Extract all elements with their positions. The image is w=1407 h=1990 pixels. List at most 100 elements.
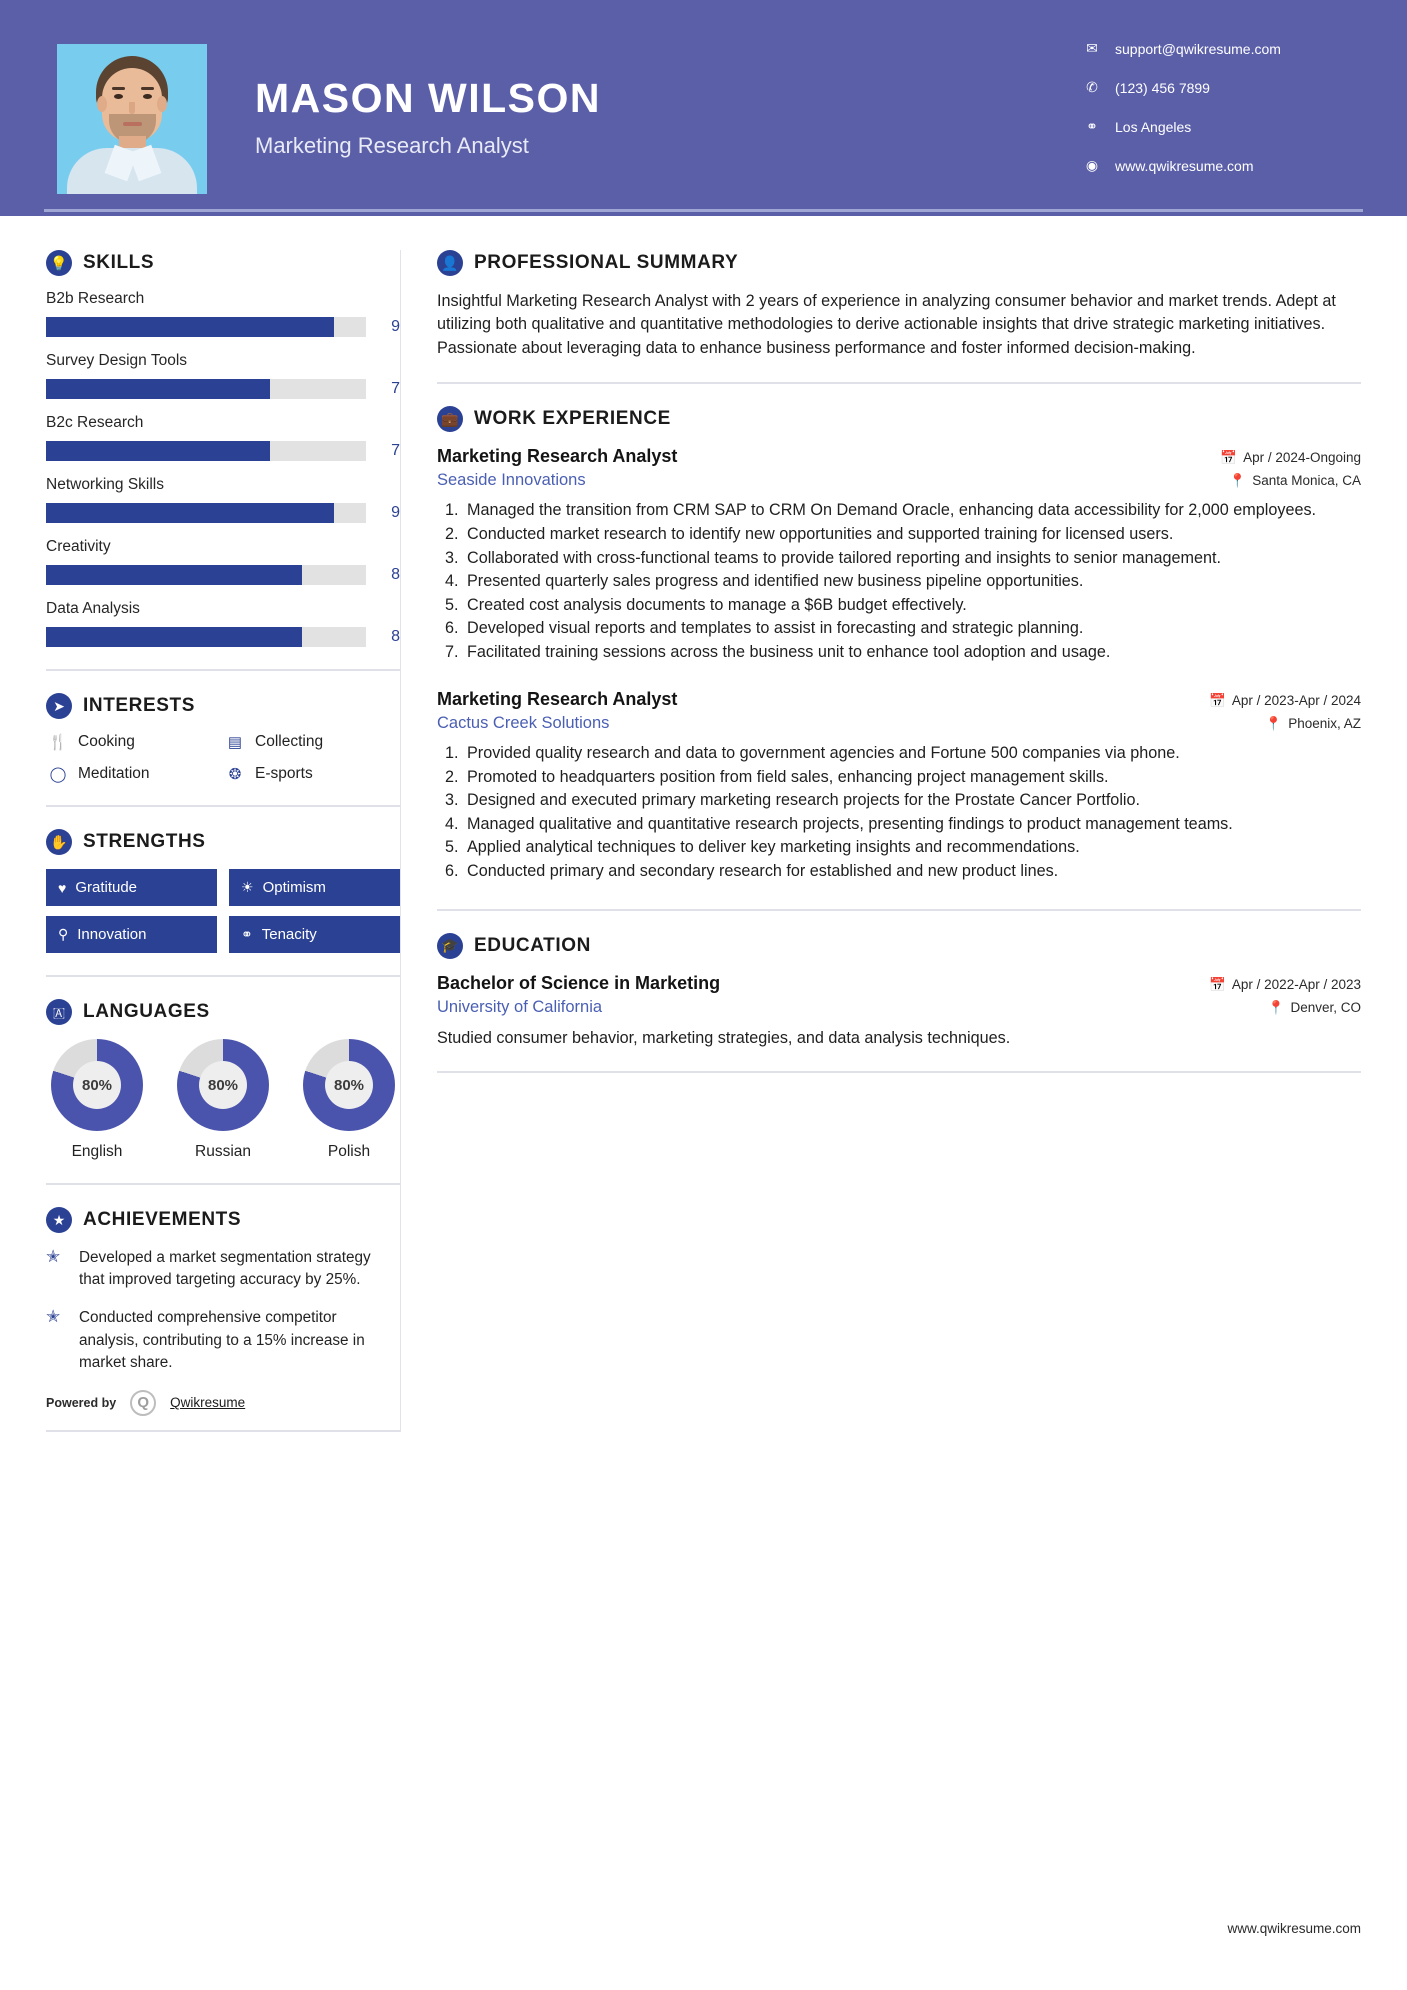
job-bullet: Promoted to headquarters position from f… [463,767,1361,789]
contact-email[interactable]: ✉ support@qwikresume.com [1081,40,1351,57]
job-bullet: Managed the transition from CRM SAP to C… [463,500,1361,522]
location-pin-icon: 📍 [1267,999,1285,1015]
section-title-interests: INTERESTS [83,695,196,716]
globe-icon: ◉ [1085,157,1099,173]
interests-list: 🍴 Cooking ▤ Collecting ◯ Meditation ❂ E-… [46,733,400,783]
skill-name: Creativity [46,538,111,555]
education-list: Bachelor of Science in Marketing 📅 Apr / … [437,973,1361,1050]
strength-chip: ♥ Gratitude [46,869,217,906]
fist-icon: ✋ [46,829,72,855]
school-name: University of California [437,997,603,1016]
job-bullet: Developed visual reports and templates t… [463,618,1361,640]
job-bullet: Conducted primary and secondary research… [463,861,1361,883]
strength-label: Optimism [262,879,326,896]
lifebuoy-icon: ❂ [228,766,242,783]
strength-chip: ⚲ Innovation [46,916,217,953]
section-education: 🎓 EDUCATION Bachelor of Science in Marke… [437,932,1361,1050]
calendar-icon: 📅 [1209,693,1226,709]
language-percent: 80% [199,1061,247,1109]
fork-knife-icon: 🍴 [48,734,68,751]
shooting-star-icon: ✭ [46,1307,61,1327]
achievement-text: Developed a market segmentation strategy… [79,1249,371,1289]
language-donut-chart: 80% [51,1039,143,1131]
section-title-experience: WORK EXPERIENCE [474,408,671,430]
contact-location-value: Los Angeles [1115,118,1192,135]
skill-item: Creativity 8 [46,538,400,585]
candidate-role: Marketing Research Analyst [255,133,529,158]
box-icon: ▤ [227,734,243,751]
job-bullet: Conducted market research to identify ne… [463,524,1361,546]
contact-website[interactable]: ◉ www.qwikresume.com [1081,157,1351,174]
section-title-summary: PROFESSIONAL SUMMARY [474,252,739,273]
job-bullets: Managed the transition from CRM SAP to C… [463,500,1361,663]
job-bullet: Applied analytical techniques to deliver… [463,837,1361,859]
paper-plane-icon: ➤ [46,693,72,719]
divider [46,669,400,671]
contact-phone[interactable]: ✆ (123) 456 7899 [1081,79,1351,96]
job-title: Marketing Research Analyst [437,446,678,467]
strength-label: Gratitude [75,879,138,896]
strength-chip: ⚭ Tenacity [229,916,400,953]
job-company: Cactus Creek Solutions [437,714,610,733]
skill-name: B2c Research [46,414,144,431]
interest-label: Meditation [78,765,150,782]
qwikresume-link[interactable]: Qwikresume [170,1395,246,1411]
language-item: 80% Polish [298,1039,400,1161]
job-entry: Marketing Research Analyst 📅 Apr / 2024-O… [437,446,1361,663]
job-title: Marketing Research Analyst [437,689,678,710]
skill-bar-fill [46,317,334,337]
skill-item: B2b Research 9 [46,290,400,337]
divider [46,1429,400,1432]
bulb-icon: ⚲ [58,926,69,942]
section-title-languages: LANGUAGES [83,1001,210,1022]
skill-bar-track [46,379,366,399]
job-bullet: Managed qualitative and quantitative res… [463,814,1361,836]
contact-phone-value: (123) 456 7899 [1115,79,1210,96]
language-label: Russian [195,1143,251,1160]
link-icon: ⚭ [241,926,253,942]
interest-label: Cooking [78,733,135,750]
achievements-list: ✭ Developed a market segmentation strate… [46,1247,400,1374]
skill-bar-fill [46,503,334,523]
divider [437,908,1361,911]
job-bullets: Provided quality research and data to go… [463,743,1361,882]
footer-url: www.qwikresume.com [1227,1921,1361,1936]
skill-value: 9 [391,504,400,521]
powered-by: Powered by Q Qwikresume [46,1389,400,1416]
skill-value: 9 [391,318,400,335]
location-pin-icon: 📍 [1265,716,1283,732]
resume-header: MASON WILSON Marketing Research Analyst … [0,0,1407,216]
language-percent: 80% [73,1061,121,1109]
section-languages: 🇦 LANGUAGES 80% English 80% Russian 80% … [46,999,400,1161]
resume-body: 💡 SKILLS B2b Research 9 Survey Design To… [0,216,1407,1432]
degree-title: Bachelor of Science in Marketing [437,972,721,993]
section-skills: 💡 SKILLS B2b Research 9 Survey Design To… [46,250,400,647]
powered-by-label: Powered by [46,1395,117,1410]
interest-label: E-sports [255,765,313,782]
briefcase-icon: 💼 [437,406,463,433]
skill-value: 8 [391,628,400,645]
section-summary: 👤 PROFESSIONAL SUMMARY Insightful Market… [437,250,1361,360]
language-percent: 80% [325,1061,373,1109]
section-experience: 💼 WORK EXPERIENCE Marketing Research Ana… [437,406,1361,882]
skill-item: Data Analysis 8 [46,600,400,647]
job-bullet: Designed and executed primary marketing … [463,790,1361,812]
section-strengths: ✋ STRENGTHS ♥ Gratitude ☀ Optimism ⚲ Inn… [46,829,400,953]
skill-name: Networking Skills [46,476,165,493]
envelope-icon: ✉ [1086,40,1098,56]
shooting-star-icon: ✭ [46,1247,61,1266]
skills-list: B2b Research 9 Survey Design Tools 7 B2c… [46,290,400,647]
achievement-text: Conducted comprehensive competitor analy… [79,1309,365,1371]
location-pin-icon: 📍 [1229,473,1247,489]
skill-item: B2c Research 7 [46,414,400,461]
lightbulb-icon: 💡 [46,250,72,276]
language-item: 80% Russian [172,1039,274,1161]
language-label: English [71,1143,123,1160]
calendar-icon: 📅 [1220,450,1238,466]
graduation-cap-icon: 🎓 [437,932,463,959]
language-donut-chart: 80% [303,1039,395,1131]
language-item: 80% English [46,1039,148,1161]
jobs-list: Marketing Research Analyst 📅 Apr / 2024-O… [437,446,1361,882]
skill-bar-track [46,441,366,461]
section-title-education: EDUCATION [474,934,591,956]
